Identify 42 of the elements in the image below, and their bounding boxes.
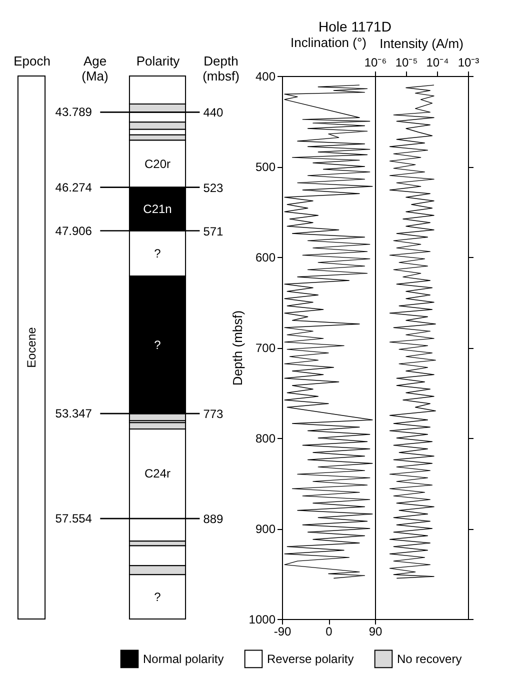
x-tick-label: Polarity bbox=[136, 54, 180, 68]
x-tick-label: Epoch bbox=[14, 54, 50, 68]
y-tick-label: 440 bbox=[203, 106, 224, 120]
y-tick-label: 500 bbox=[255, 160, 276, 174]
data-label: ? bbox=[154, 246, 162, 260]
legend-label: No recovery bbox=[397, 652, 462, 666]
data-label: ? bbox=[154, 590, 162, 604]
y-tick-label: 523 bbox=[203, 180, 224, 195]
annotation: 53.347 bbox=[55, 406, 92, 421]
legend-label: Reverse polarity bbox=[267, 652, 354, 666]
x-tick-label: 90 bbox=[368, 624, 382, 638]
x-tick-label: 10⁻³ bbox=[458, 56, 480, 70]
annotation: 47.906 bbox=[55, 224, 92, 238]
annotation: 46.274 bbox=[55, 180, 92, 194]
x-tick-label: Depth (mbsf) bbox=[202, 54, 240, 84]
y-tick-label: 889 bbox=[203, 512, 224, 526]
annotation: 57.554 bbox=[55, 512, 92, 526]
x-tick-label: 10⁻⁶ bbox=[364, 56, 387, 70]
data-label: C20r bbox=[144, 156, 171, 171]
x-axis-title: Inclination (°) bbox=[290, 35, 367, 50]
annotation: 43.789 bbox=[55, 105, 92, 120]
x-tick-label: Age (Ma) bbox=[82, 54, 108, 84]
y-tick-label: 700 bbox=[255, 341, 276, 355]
y-tick-label: 571 bbox=[203, 224, 224, 238]
y-tick-label: 1000 bbox=[248, 612, 276, 626]
data-label: Eocene bbox=[24, 326, 38, 368]
x-axis-title: Intensity (A/m) bbox=[380, 36, 464, 51]
y-tick-label: 600 bbox=[255, 250, 276, 264]
y-tick-label: 800 bbox=[255, 432, 276, 446]
y-axis-title: Depth (mbsf) bbox=[230, 310, 245, 386]
x-tick-label: 0 bbox=[326, 624, 333, 638]
data-label: C24r bbox=[144, 466, 171, 481]
data-label: ? bbox=[154, 338, 162, 352]
legend-label: Normal polarity bbox=[143, 652, 224, 666]
y-tick-label: 773 bbox=[203, 407, 224, 422]
x-tick-label: 10⁻⁴ bbox=[426, 56, 449, 70]
x-tick-label: -90 bbox=[274, 624, 292, 638]
chart-title: Hole 1171D bbox=[318, 18, 392, 34]
data-label: C21n bbox=[143, 202, 172, 216]
y-tick-label: 900 bbox=[255, 522, 276, 536]
x-tick-label: 10⁻⁵ bbox=[395, 56, 418, 70]
y-tick-label: 400 bbox=[255, 70, 276, 84]
